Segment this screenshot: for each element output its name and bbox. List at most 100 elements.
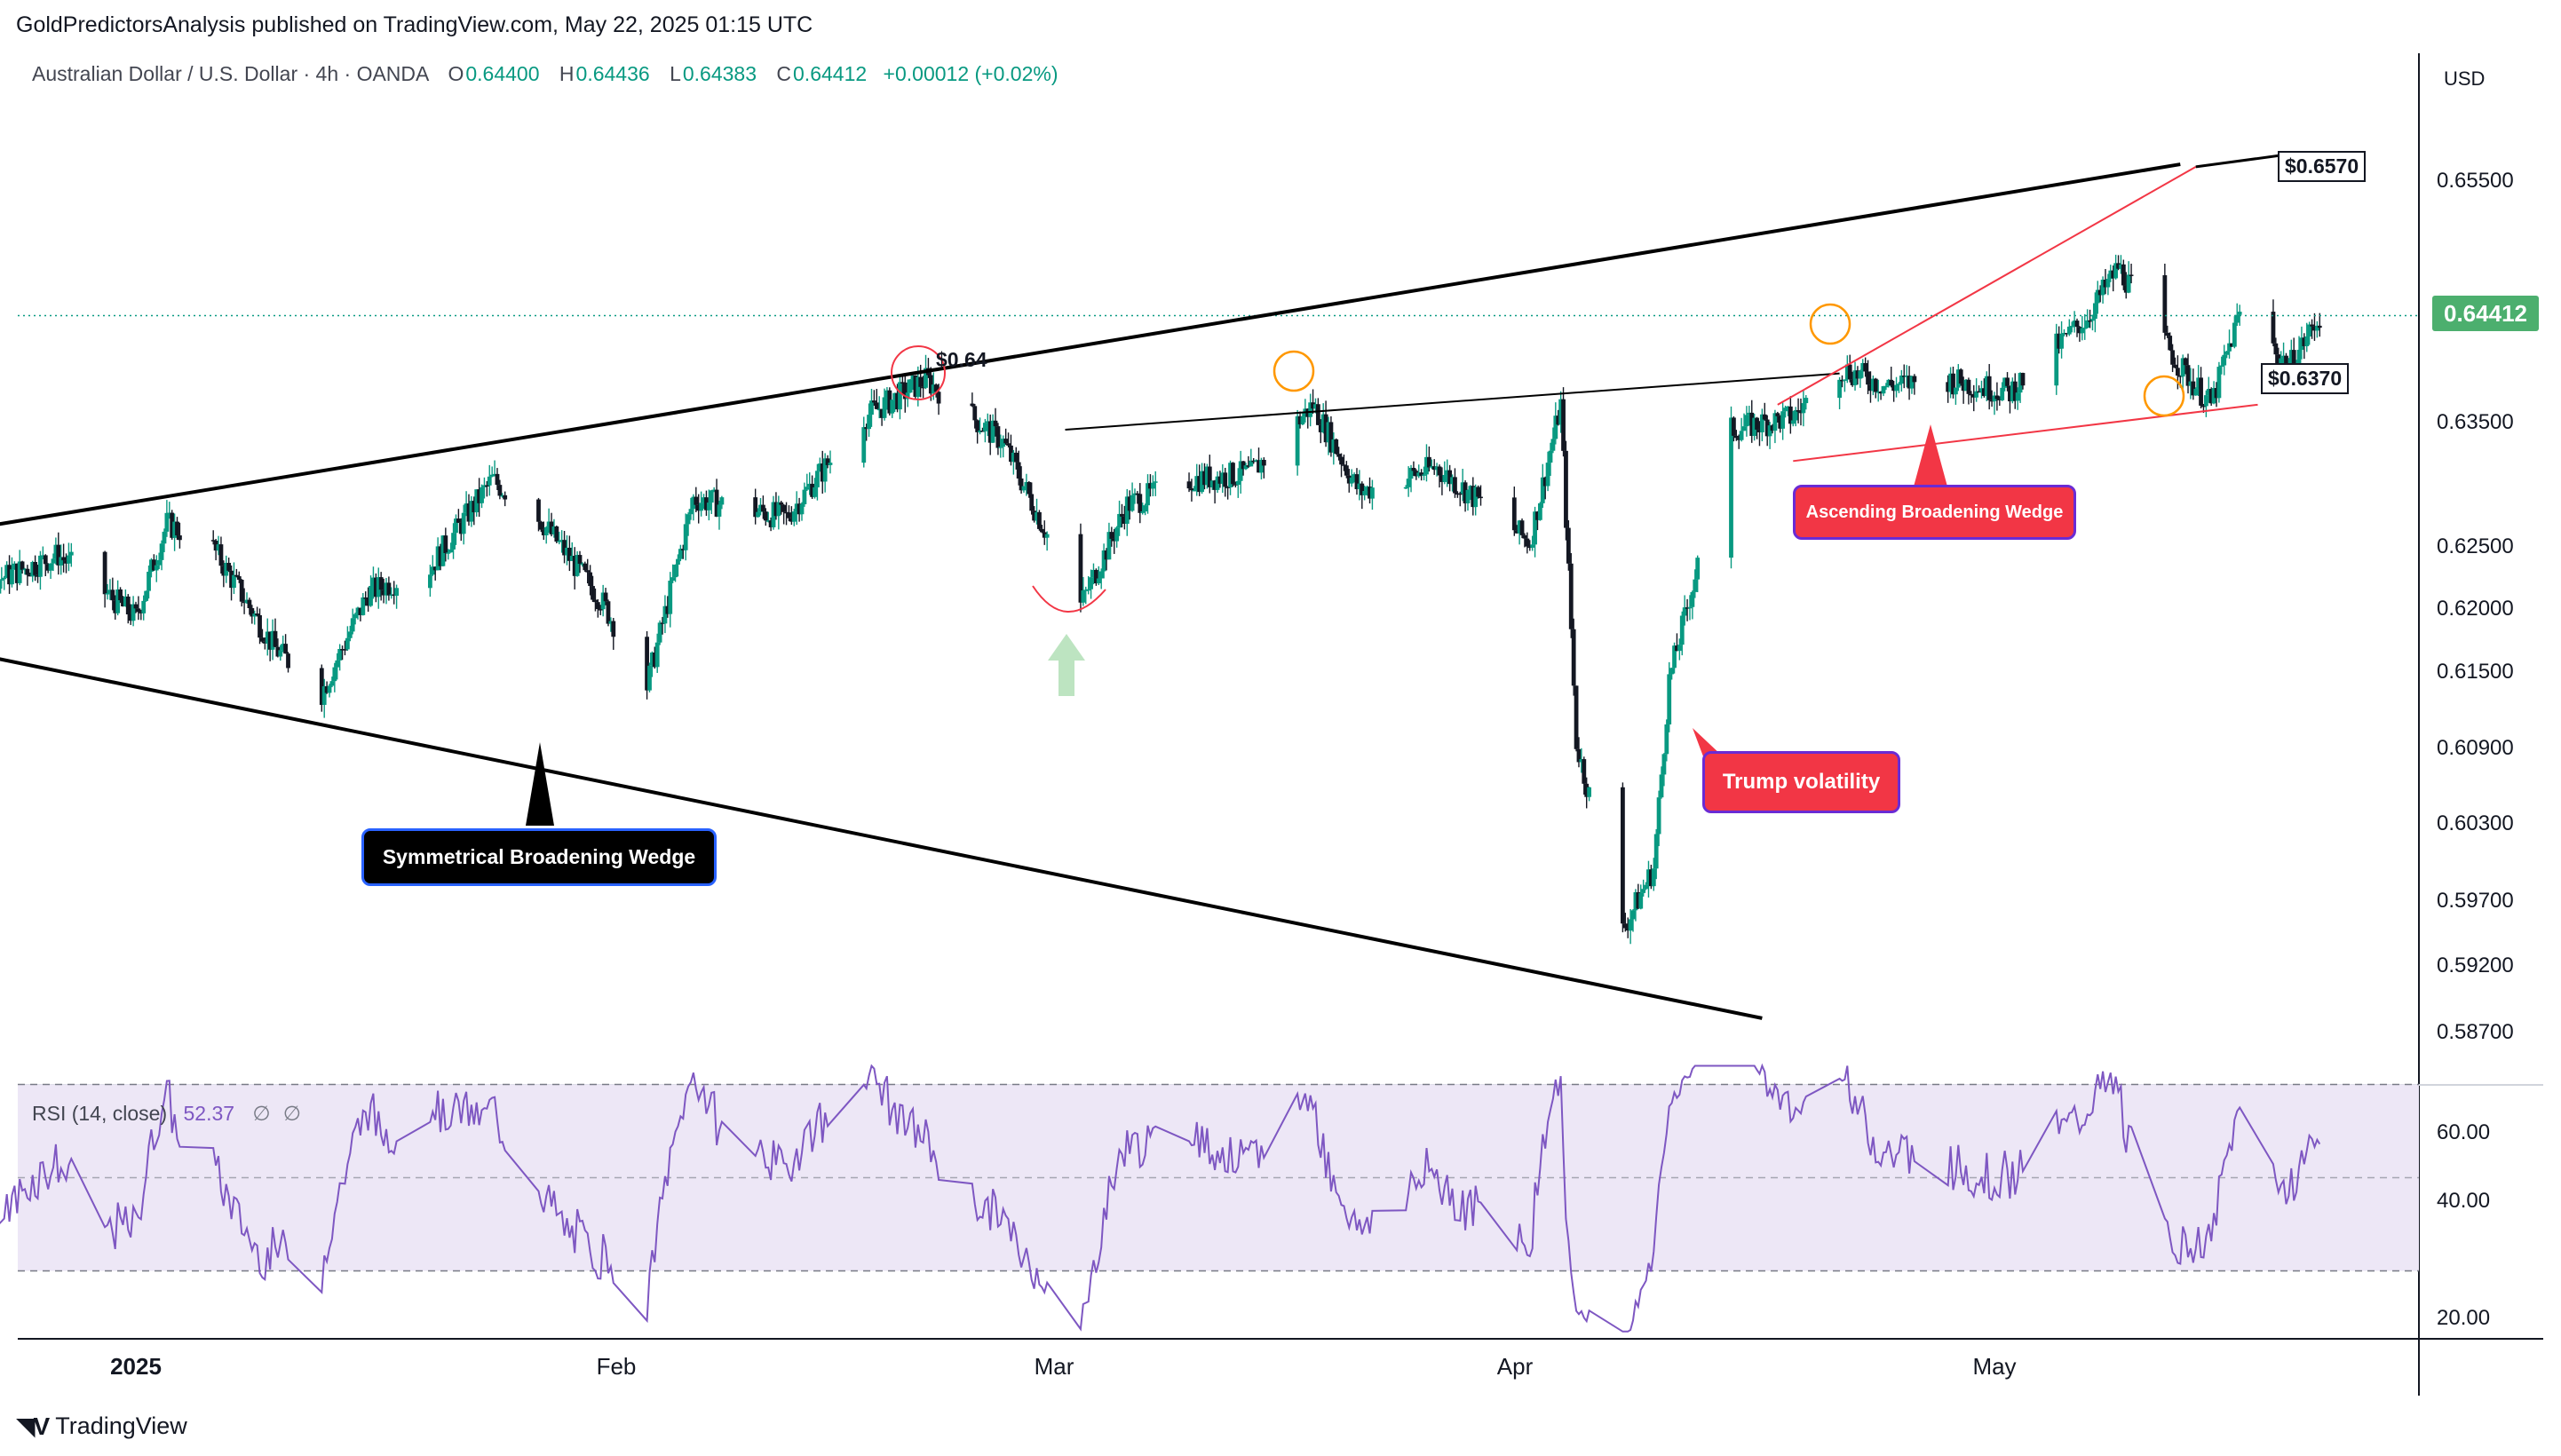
candle-body [902,382,908,400]
currency-label[interactable]: USD [2444,67,2486,90]
resistance-price-label: $0.64 [936,348,987,371]
candle-body [910,375,916,380]
candle-body [559,540,565,542]
candle-body [1542,477,1548,487]
candle-body [2288,350,2294,368]
candle-body [549,521,554,534]
candle-body [1558,399,1564,425]
candle-body [1981,388,1986,397]
candle-body [673,564,678,578]
mid-resistance-touch-circle [1273,350,1315,392]
symbol-legend: Australian Dollar / U.S. Dollar · 4h · O… [32,62,1058,86]
candle-body [472,501,477,513]
candle-body [1342,464,1346,466]
candle-body [1850,379,1855,385]
candle-body [1842,379,1847,381]
candle-body [1220,472,1225,484]
candle-body [1354,474,1360,489]
candle-body [332,667,337,682]
candle-body [1537,502,1542,520]
candle-body [1320,414,1326,432]
open-label: O [448,62,464,85]
change-value: +0.00012 (+0.02%) [883,62,1058,85]
candle-body [1783,408,1788,412]
candle-body [221,566,226,576]
candle-body [1241,461,1246,470]
candle-body [2317,325,2322,328]
candle-body [487,476,492,486]
candle-body [1437,466,1442,476]
candle-body [1550,439,1556,451]
candle-body [978,430,982,432]
candle-body [1336,454,1342,457]
candle-body [686,514,691,525]
candle-body [244,599,250,604]
candle-body [1574,685,1579,749]
candle-body [2219,365,2224,368]
candle-body [1772,413,1778,431]
candle-body [913,375,918,397]
tradingview-brand[interactable]: ◥V TradingView [16,1412,187,1441]
candle-body [779,502,784,505]
candle-body [2088,320,2092,322]
candle-body [2211,388,2216,404]
candle-body [1953,387,1958,395]
price-tick: 0.61500 [2437,660,2514,684]
candle-body [1112,538,1117,542]
candle-body [567,547,572,561]
trump-volatility-callout: Trump volatility [1702,751,1900,813]
high-value: 0.64436 [575,62,650,85]
candle-body [975,420,980,432]
candle-body [1951,373,1955,395]
candle-body [1514,530,1519,534]
candle-body [30,561,36,577]
candle-body [1150,482,1155,489]
candle-body [458,522,464,534]
candle-body [1411,467,1416,471]
candle-body [1439,475,1445,482]
candle-body [1852,370,1858,385]
price-tick: 0.62000 [2437,597,2514,621]
candle-body [1878,392,1883,394]
candle-body [386,582,392,596]
candle-body [40,555,45,557]
candle-body [688,509,694,515]
candle-body [14,563,20,583]
candle-body [1311,402,1315,409]
candle-body [1561,399,1566,451]
candle-body [1212,480,1217,490]
candle-body [2092,303,2097,320]
candle-body [787,512,791,518]
candle-body [970,403,975,407]
candle-body [916,376,921,397]
candle-body [495,473,500,486]
candle-body [1346,475,1352,484]
rsi-name: RSI (14, close) [32,1102,168,1125]
candle-body [1243,465,1249,470]
candle-body [2100,280,2105,296]
candle-body [1021,486,1027,491]
candle-body [660,622,665,624]
candle-body [1685,607,1690,609]
candle-body [1881,386,1886,394]
candle-body [1875,392,1881,393]
candle-body [1636,891,1641,909]
candle-body [61,557,67,561]
candle-body [1422,474,1426,476]
candle-body [1971,394,1977,398]
candle-body [768,520,773,527]
candle-body [1909,376,1915,389]
candle-body [1622,923,1628,929]
candle-body [1235,480,1241,486]
trump-pointer [1693,728,1723,756]
candle-body [1545,463,1550,487]
candle-body [1778,415,1783,429]
candle-body [611,621,616,637]
candle-body [1638,892,1644,909]
candle-body [1786,406,1790,408]
candle-body [802,489,807,504]
candle-body [2066,326,2072,335]
price-tick: 0.58700 [2437,1020,2514,1044]
